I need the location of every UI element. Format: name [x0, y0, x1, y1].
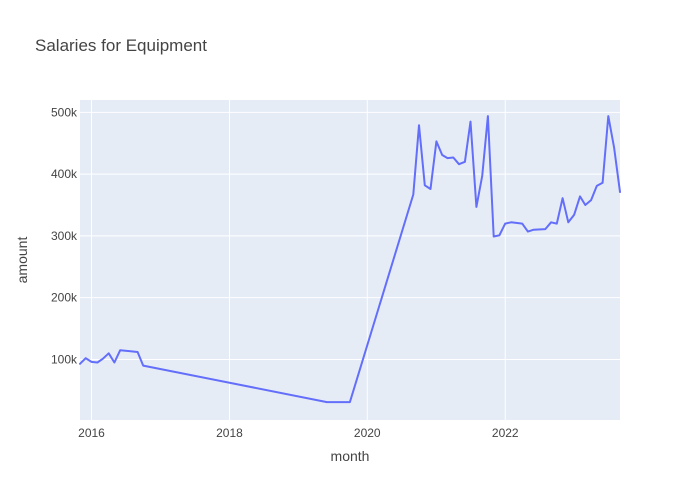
- x-tick-label: 2020: [354, 426, 381, 440]
- x-axis-ticks: 2016 2018 2020 2022: [78, 426, 519, 440]
- x-tick-label: 2018: [216, 426, 243, 440]
- x-gridlines: [91, 100, 506, 420]
- x-tick-label: 2016: [78, 426, 105, 440]
- plot-area: [80, 100, 620, 420]
- y-axis-title: amount: [14, 237, 30, 284]
- y-tick-label: 400k: [51, 167, 78, 181]
- y-axis-ticks: 100k 200k 300k 400k 500k: [51, 105, 78, 366]
- x-axis-title: month: [331, 448, 370, 464]
- series-layer: [79, 115, 621, 404]
- y-tick-label: 300k: [51, 229, 78, 243]
- chart-title: Salaries for Equipment: [35, 36, 207, 55]
- y-tick-label: 100k: [51, 352, 78, 366]
- x-tick-label: 2022: [492, 426, 519, 440]
- y-tick-label: 200k: [51, 291, 78, 305]
- y-gridlines: [80, 111, 620, 360]
- y-tick-label: 500k: [51, 105, 78, 119]
- series-line: [79, 115, 621, 404]
